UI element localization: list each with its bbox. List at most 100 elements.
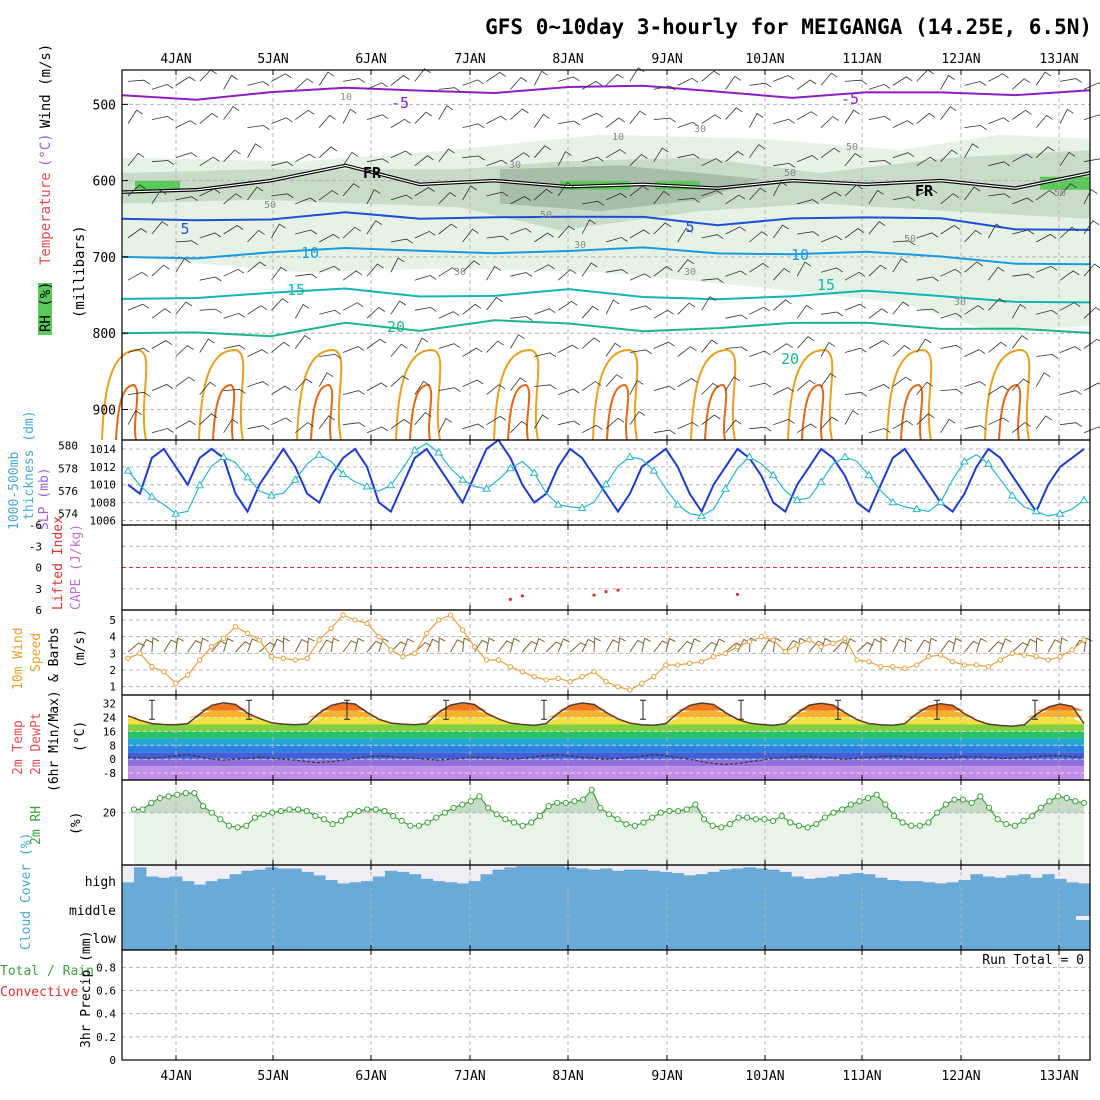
cloud-high-bar [671,873,685,889]
cape-point [592,593,596,597]
rh2m-point [830,809,837,816]
cloud-high-bar [205,881,219,888]
thickness-point [386,480,396,489]
wind-barb [127,303,150,311]
wind-barb [749,187,767,201]
wind10-point [985,663,992,670]
wind-barb [462,347,483,357]
wind-barb [701,382,720,395]
wind-barb [199,338,215,353]
axis-label-wind10: 10m Wind [11,627,26,690]
wind-barb [820,235,843,243]
wind-barb [940,225,961,235]
rh2m-point [994,816,1001,823]
wind-barb [725,376,741,391]
wind-barb [844,184,863,197]
wind-barb [366,220,383,235]
x-tick-label-bottom: 13JAN [1039,1069,1078,1084]
wind-barb [462,185,477,201]
temp-band-8 [128,752,1084,760]
precip-tick-label: 0.6 [96,985,116,998]
rh2m-point [502,816,509,823]
wind-barb [1083,220,1100,235]
wind10-point [639,680,645,687]
cloud-high-gap [122,865,135,888]
wind10-point [961,662,968,668]
wind-barb [534,232,554,243]
cloud-high-bar [695,874,708,888]
rh2m-point [709,822,716,829]
isotherm-25-loop [395,348,442,441]
cape-point [520,594,524,598]
cloud-high-bar [384,870,398,889]
wind-barb [581,305,599,319]
wind-barb [271,417,293,426]
x-tick-label-bottom: 6JAN [355,1069,386,1084]
contour-label: 50 [784,168,796,179]
wind-barb [1012,273,1035,279]
wind-barb [916,308,939,314]
wind-barb [988,161,1011,167]
wind-barb [366,189,381,205]
chart-title: GFS 0~10day 3-hourly for MEIGANGA (14.25… [485,15,1092,39]
wind10-point [531,673,537,680]
x-tick-label-top: 10JAN [745,52,784,67]
wind10-point [806,637,812,643]
wind10-barb [223,637,234,653]
wind-barb [916,381,934,395]
cloud-high-gap [946,865,959,888]
contour-label: 15 [817,276,835,294]
rh-legend-swatch [38,283,52,335]
wind10-barb [259,641,276,653]
rh2m-point [199,803,207,810]
wind-barb [199,112,219,124]
rh2m-point [355,807,362,815]
wind-barb [964,229,982,243]
rh2m-point [942,801,949,808]
wind-barb [1011,303,1027,319]
wind-barb [390,419,411,430]
thickness-tick-label: 574 [58,508,78,521]
cloud-high-bar [408,874,422,888]
rh2m-point [554,799,561,806]
temp-tick-label: 24 [103,712,117,725]
wind-barb [366,263,384,277]
wind-barb [773,267,791,281]
wind10-point [185,672,191,678]
thickness-point [482,484,491,492]
cloud-high-bar [994,877,1007,889]
thickness-point [768,470,778,479]
wind10-barb [521,640,538,653]
wind-barb [319,353,342,359]
wind-barb [1036,233,1057,243]
rh2m-point [726,821,734,828]
wind10-barb [677,640,694,653]
rh2m-point [294,806,302,813]
wind-barb [223,268,245,277]
wind-barb [725,346,748,352]
wind10-barb [509,637,521,653]
wind-barb [390,118,411,128]
wind-barb [127,109,143,124]
wind-barb [247,81,270,86]
wind-barb [534,145,552,158]
wind-barb [1012,153,1033,163]
wind-barb [414,187,435,197]
rh2m-point [519,822,526,829]
wind-barb [629,379,644,395]
wind-barb [988,385,1009,395]
wind10-point [830,640,836,647]
rh2m-point [649,814,656,821]
wind-barb [581,424,603,434]
axis-label-wind: Wind (m/s) [38,44,54,128]
wind-barb [677,378,698,387]
wind-barb [868,83,891,90]
wind-barb [797,155,819,163]
wind-barb [199,232,222,239]
wind-barb [438,311,460,319]
wind-barb [223,312,246,319]
cloud-high-bar [839,874,852,888]
contour-label: 30 [574,240,586,251]
wind10-point [1057,653,1063,660]
axis-labels: 4JAN 4JAN 5JAN 5JAN 6JAN 6JAN 7JAN 7JAN 8JAN 8JAN… [0,44,1084,1084]
